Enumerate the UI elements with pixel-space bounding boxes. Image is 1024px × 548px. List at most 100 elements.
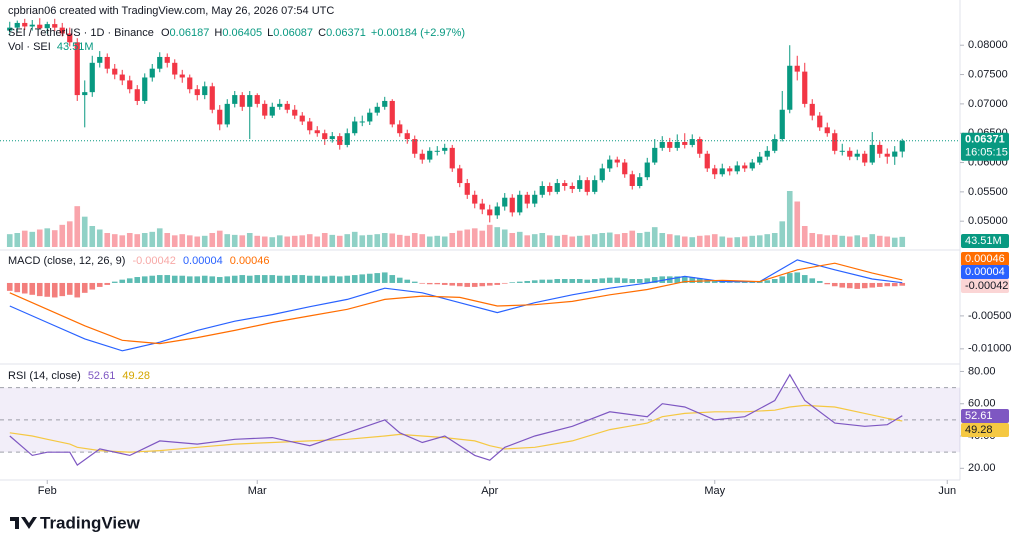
ohlc-label: O [161,27,170,39]
symbol: SEI / TetherUS · 1D · Binance [8,27,154,39]
histogram-bar [216,277,223,283]
volume-bar [366,234,373,247]
histogram-bar [366,273,373,283]
volume-bar [816,234,823,247]
histogram-bar [171,275,178,283]
candle-body [667,142,673,148]
volume-bar [411,233,418,247]
volume-bar [404,235,411,247]
histogram-bar [674,276,681,283]
candle-body [404,133,410,140]
candle-body [502,197,508,207]
histogram-bar [771,279,778,283]
brand-logo: TradingView [10,513,141,532]
signal-tag-box [961,252,1009,266]
candle-body [622,162,628,175]
histogram-bar [389,275,396,283]
candle-body [307,121,313,131]
histogram-bar [36,282,43,297]
candle-body [772,139,778,151]
candle-body [52,24,58,28]
candle-body [224,103,230,125]
candle-body [824,127,830,134]
volume-bar [471,228,478,247]
ohlc-label: H [214,27,222,39]
volume-bar [486,224,493,247]
volume-bar [231,234,238,247]
candle-body [254,95,260,104]
volume-bar [554,235,561,247]
candle-body [352,121,358,134]
histogram-bar [411,281,418,283]
histogram-bar [569,279,576,283]
volume-bar [156,228,163,247]
volume-bar [741,236,748,247]
histogram-bar [104,282,111,285]
candle-body [44,24,50,29]
volume-bar [771,233,778,247]
histogram-bar [599,278,606,283]
candle-body [809,103,815,116]
volume-bar [689,237,696,247]
histogram-bar [651,277,658,283]
price-legend: SEI / TetherUS · 1D · Binance O0.06187 H… [8,27,465,39]
volume-bar [891,237,898,247]
candle-body [14,22,20,28]
histogram-bar [644,278,651,283]
volume-bar [389,233,396,247]
histogram-bar [134,277,141,283]
candle-body [322,133,328,140]
y-tick-label: 80.00 [968,365,996,377]
candle-body [427,150,433,160]
volume-bar [171,235,178,247]
volume-bar [464,229,471,247]
ohlc-value: 0.06087 [273,27,313,39]
last-price-box [961,132,1009,161]
histogram-bar [404,279,411,283]
volume-bar [576,235,583,247]
histogram-bar [351,275,358,283]
brand-name: TradingView [40,513,141,532]
volume-bar [614,234,621,247]
candle-body [719,168,725,175]
histogram-bar [141,276,148,283]
histogram-bar [606,277,613,283]
histogram-bar [621,278,628,283]
histogram-bar [486,282,493,286]
volume-bar [599,233,606,247]
histogram-bar [194,276,201,283]
rsi-title: RSI (14, close) [8,370,81,382]
indicator-line [9,373,903,466]
volume-bar [696,235,703,247]
volume-bar [666,234,673,247]
volume-title: Vol · SEI [8,41,51,53]
candle-body [682,142,688,145]
volume-bar [561,234,568,247]
volume-bar [539,233,546,247]
candle-body [134,89,140,101]
candle-body [832,133,838,151]
volume-bar [216,230,223,247]
volume-bar [681,236,688,247]
volume-bar [854,235,861,247]
signal-value: 0.00046 [230,255,270,267]
histogram-bar [306,275,313,283]
candle-body [172,62,178,75]
candle-body [854,153,860,157]
ohlc-label: C [318,27,326,39]
logo-icon [10,517,37,529]
candle-body [389,100,395,125]
volume-bar [711,234,718,247]
candle-body [794,65,800,72]
attribution: cpbrian06 created with TradingView.com, … [8,5,334,17]
candle-body [104,56,110,69]
histogram-bar [314,275,321,283]
volume-bar [764,234,771,247]
candle-body [202,86,208,96]
histogram-bar [89,282,96,290]
volume-bar [786,191,793,247]
volume-bar [96,229,103,247]
candle-body [7,27,13,31]
histogram-bar [74,282,81,298]
